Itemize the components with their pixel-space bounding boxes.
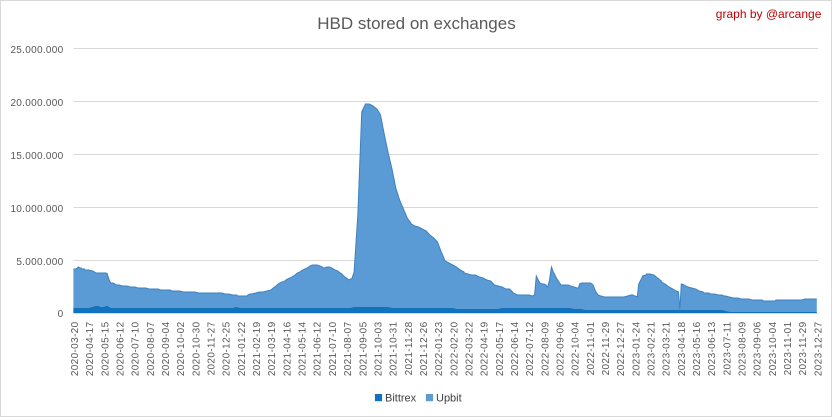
svg-text:2023-06-13: 2023-06-13: [707, 321, 718, 376]
svg-text:2020-04-17: 2020-04-17: [85, 321, 96, 376]
svg-text:2021-04-16: 2021-04-16: [282, 321, 293, 376]
svg-text:2023-07-11: 2023-07-11: [722, 321, 733, 375]
svg-text:2021-10-03: 2021-10-03: [373, 321, 384, 376]
svg-text:2021-03-19: 2021-03-19: [267, 321, 278, 376]
svg-text:2020-07-10: 2020-07-10: [131, 321, 142, 376]
svg-text:2020-03-20: 2020-03-20: [70, 321, 81, 376]
svg-text:15.000.000: 15.000.000: [10, 151, 63, 162]
svg-text:2021-06-12: 2021-06-12: [313, 321, 324, 376]
svg-text:2022-06-14: 2022-06-14: [510, 321, 521, 376]
svg-text:2020-05-15: 2020-05-15: [100, 321, 111, 376]
svg-text:2023-11-01: 2023-11-01: [783, 321, 794, 375]
svg-text:2023-11-29: 2023-11-29: [798, 321, 809, 375]
svg-text:2021-09-05: 2021-09-05: [358, 321, 369, 376]
svg-text:2022-12-27: 2022-12-27: [616, 321, 627, 376]
svg-text:2022-11-01: 2022-11-01: [586, 321, 597, 375]
svg-text:2020-10-02: 2020-10-02: [176, 321, 187, 376]
svg-text:2020-10-30: 2020-10-30: [191, 321, 202, 376]
svg-text:2023-12-27: 2023-12-27: [813, 321, 824, 376]
svg-text:2023-01-24: 2023-01-24: [631, 321, 642, 376]
svg-text:2023-05-16: 2023-05-16: [692, 321, 703, 376]
svg-text:2021-11-28: 2021-11-28: [404, 321, 415, 375]
svg-text:graph by @arcange: graph by @arcange: [716, 7, 822, 21]
svg-text:2020-11-27: 2020-11-27: [207, 321, 218, 375]
svg-text:2020-12-25: 2020-12-25: [222, 321, 233, 376]
svg-text:2020-06-12: 2020-06-12: [116, 321, 127, 376]
svg-text:2021-10-31: 2021-10-31: [389, 321, 400, 376]
svg-text:2021-07-10: 2021-07-10: [328, 321, 339, 376]
svg-text:2021-02-19: 2021-02-19: [252, 321, 263, 376]
svg-text:2022-10-04: 2022-10-04: [571, 321, 582, 376]
svg-text:2021-05-14: 2021-05-14: [298, 321, 309, 376]
svg-text:2023-04-18: 2023-04-18: [677, 321, 688, 376]
svg-text:2022-08-09: 2022-08-09: [540, 321, 551, 376]
svg-text:0: 0: [58, 309, 64, 320]
svg-text:2023-09-06: 2023-09-06: [753, 321, 764, 376]
svg-text:2022-07-12: 2022-07-12: [525, 321, 536, 376]
svg-text:2023-10-04: 2023-10-04: [768, 321, 779, 376]
svg-text:2022-04-19: 2022-04-19: [480, 321, 491, 376]
svg-text:2023-02-21: 2023-02-21: [647, 321, 658, 376]
svg-text:2022-02-20: 2022-02-20: [449, 321, 460, 376]
svg-text:20.000.000: 20.000.000: [10, 98, 63, 109]
svg-text:2022-05-17: 2022-05-17: [495, 321, 506, 376]
svg-text:2023-08-09: 2023-08-09: [738, 321, 749, 376]
svg-text:5.000.000: 5.000.000: [16, 257, 63, 268]
svg-text:2022-03-22: 2022-03-22: [465, 321, 476, 376]
svg-text:Upbit: Upbit: [436, 393, 462, 405]
svg-text:2021-12-26: 2021-12-26: [419, 321, 430, 376]
svg-text:2021-08-07: 2021-08-07: [343, 321, 354, 376]
svg-text:2022-09-06: 2022-09-06: [556, 321, 567, 376]
svg-text:2020-08-07: 2020-08-07: [146, 321, 157, 376]
svg-text:25.000.000: 25.000.000: [10, 45, 63, 56]
svg-text:2023-03-21: 2023-03-21: [662, 321, 673, 376]
svg-text:2020-09-04: 2020-09-04: [161, 321, 172, 376]
svg-text:2022-11-29: 2022-11-29: [601, 321, 612, 375]
svg-text:10.000.000: 10.000.000: [10, 204, 63, 215]
svg-text:Bittrex: Bittrex: [385, 393, 417, 405]
svg-text:2021-01-22: 2021-01-22: [237, 321, 248, 376]
svg-text:2022-01-23: 2022-01-23: [434, 321, 445, 376]
svg-text:HBD stored on exchanges: HBD stored on exchanges: [317, 14, 515, 33]
